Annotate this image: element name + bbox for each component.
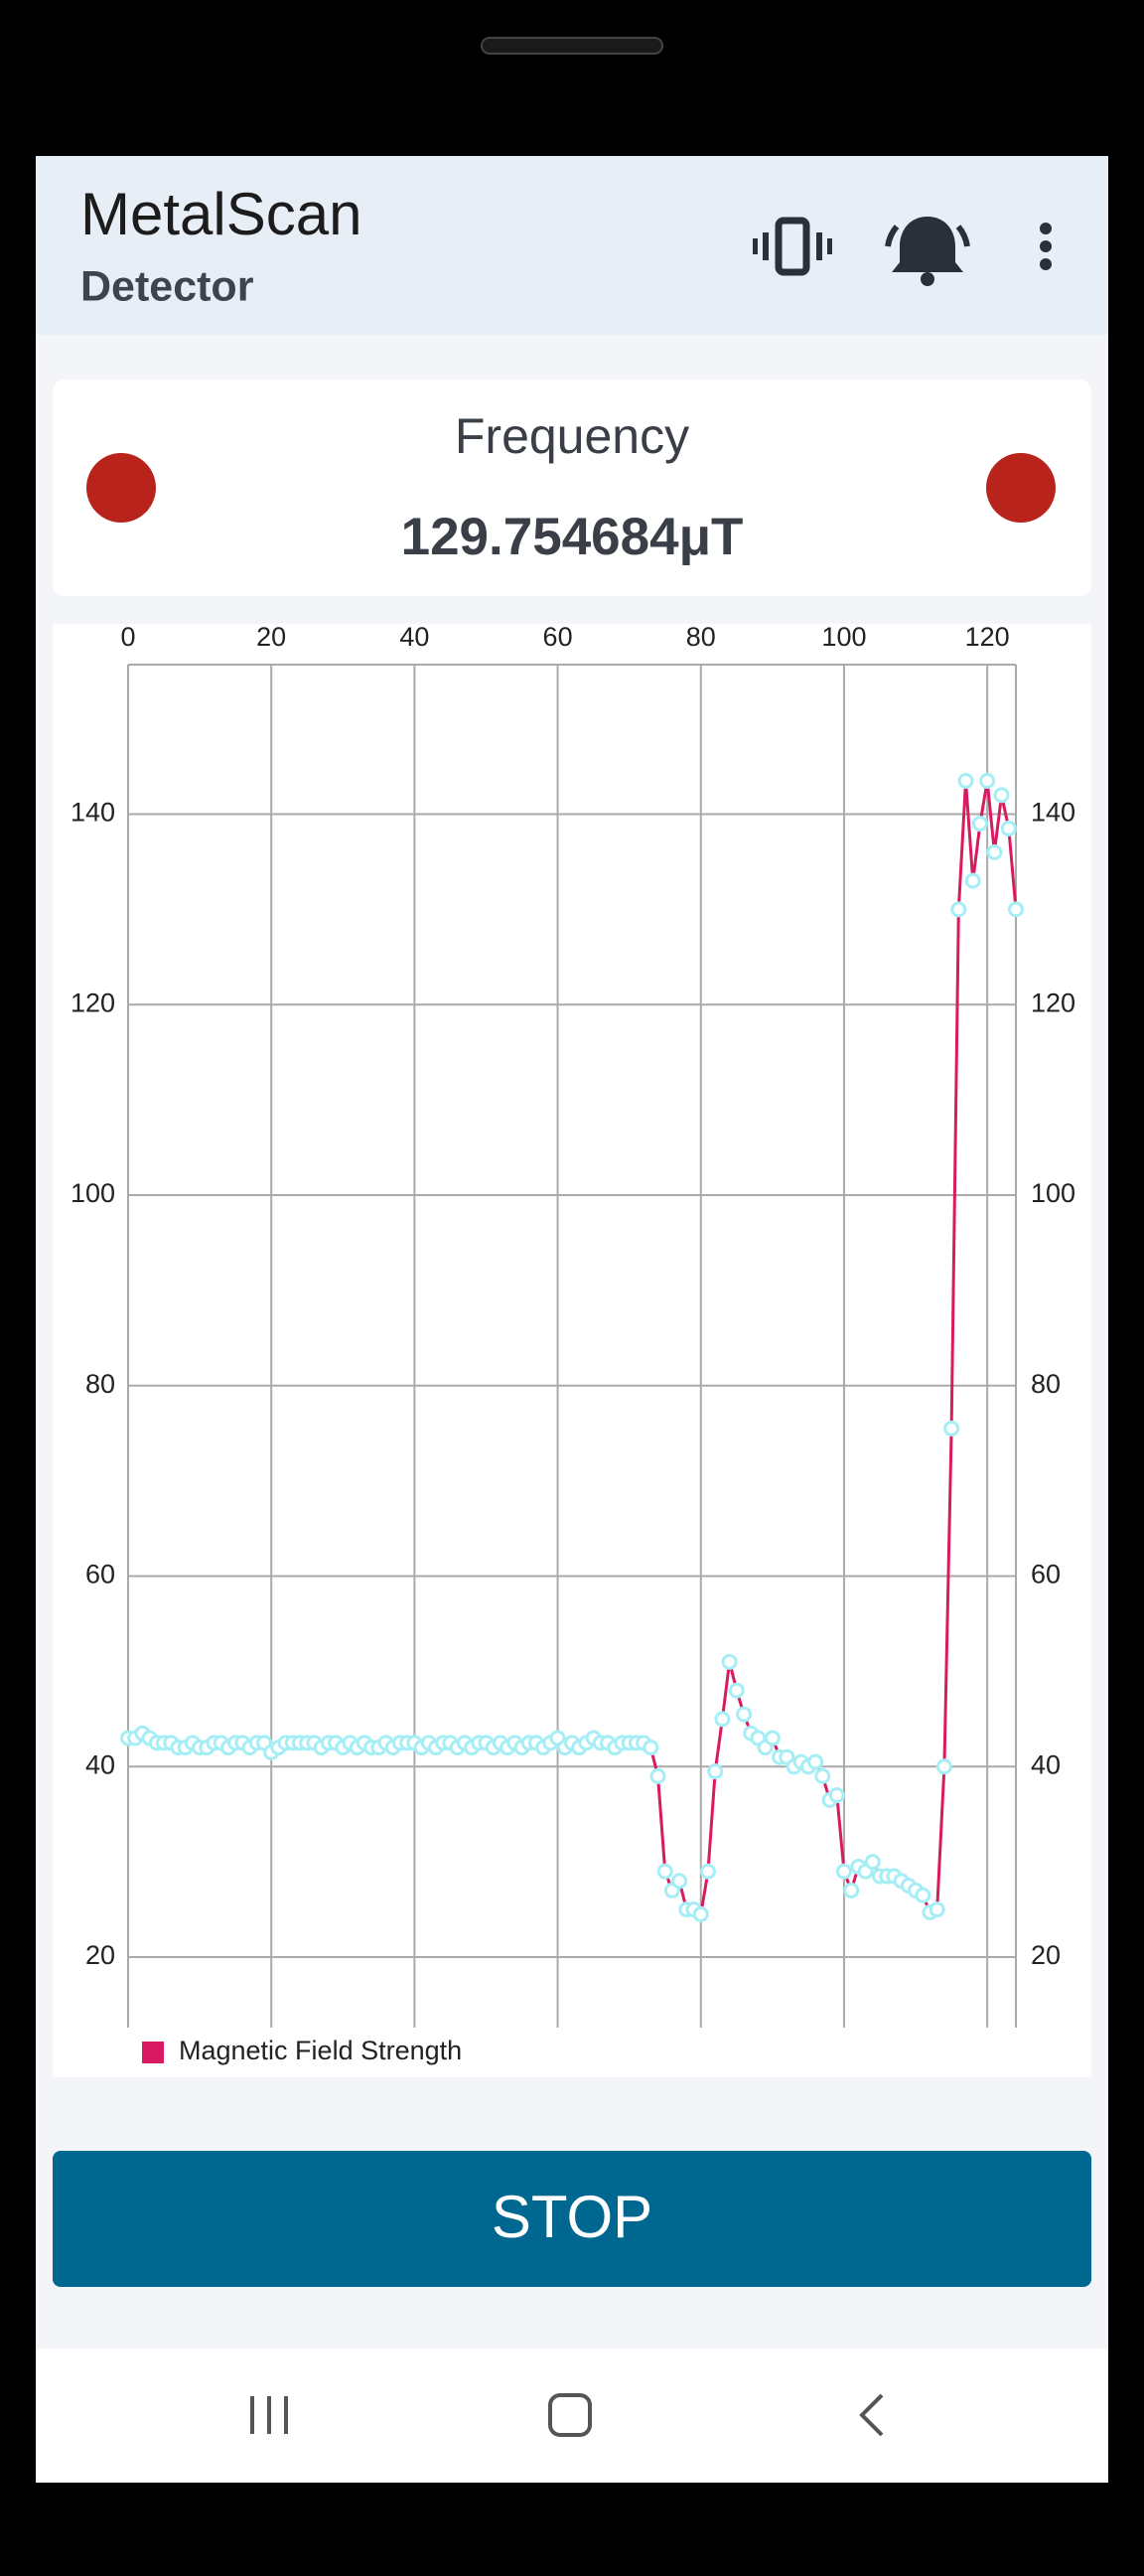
data-point xyxy=(671,1873,688,1890)
y2-tick-label: 120 xyxy=(1031,987,1075,1017)
y-tick-label: 20 xyxy=(85,1940,115,1970)
data-point xyxy=(656,1863,673,1880)
app-subtitle: Detector xyxy=(80,262,254,310)
data-point xyxy=(1008,901,1024,918)
data-point xyxy=(736,1706,753,1723)
y-tick-label: 140 xyxy=(71,798,115,828)
data-point xyxy=(728,1682,745,1699)
x-tick-label: 40 xyxy=(399,622,429,652)
data-point xyxy=(993,787,1010,804)
x-tick-label: 0 xyxy=(120,622,135,652)
data-point xyxy=(915,1887,931,1903)
data-point xyxy=(979,772,996,789)
card-label: Frequency xyxy=(455,408,689,464)
data-point xyxy=(764,1730,781,1746)
data-point xyxy=(971,816,988,833)
frequency-card xyxy=(53,379,1091,596)
y-tick-label: 120 xyxy=(71,987,115,1017)
indicator-left xyxy=(86,453,156,523)
chart-card-lower xyxy=(53,1084,1091,2077)
more-menu[interactable] xyxy=(1040,223,1052,270)
app-title: MetalScan xyxy=(80,181,361,247)
y2-tick-label: 140 xyxy=(1031,798,1075,828)
y-tick-label: 100 xyxy=(71,1178,115,1208)
x-tick-label: 120 xyxy=(965,622,1010,652)
data-point xyxy=(692,1905,709,1922)
y2-tick-label: 60 xyxy=(1031,1560,1061,1590)
y2-tick-label: 20 xyxy=(1031,1940,1061,1970)
data-point xyxy=(935,1758,952,1775)
speaker xyxy=(481,37,663,55)
data-point xyxy=(929,1901,945,1918)
data-point xyxy=(964,872,981,889)
legend-label: Magnetic Field Strength xyxy=(179,2036,462,2065)
data-point xyxy=(721,1653,738,1670)
stop-button-label[interactable]: STOP xyxy=(492,2184,652,2250)
data-point xyxy=(707,1763,724,1780)
data-point xyxy=(643,1740,659,1756)
chart: 0 20 40 60 80 100 120 20 20 40 40 60 60 80 80 100 100 120… xyxy=(71,622,1075,2065)
y-tick-label: 80 xyxy=(85,1369,115,1399)
home-button[interactable] xyxy=(548,2393,592,2437)
data-point xyxy=(814,1767,831,1784)
data-point xyxy=(699,1863,716,1880)
y2-tick-label: 40 xyxy=(1031,1749,1061,1779)
data-point xyxy=(843,1882,860,1898)
x-tick-label: 80 xyxy=(686,622,716,652)
vibrate-icon[interactable] xyxy=(753,217,832,276)
data-point xyxy=(986,843,1003,860)
back-button[interactable] xyxy=(859,2393,884,2437)
data-point xyxy=(957,772,974,789)
x-tick-label: 20 xyxy=(256,622,286,652)
recents-button[interactable] xyxy=(250,2396,288,2434)
y2-tick-label: 100 xyxy=(1031,1178,1075,1208)
alarm-icon[interactable] xyxy=(885,217,970,286)
data-point xyxy=(714,1711,731,1728)
data-point xyxy=(864,1854,881,1871)
y-tick-label: 60 xyxy=(85,1560,115,1590)
data-point xyxy=(649,1767,666,1784)
data-point xyxy=(1000,820,1017,836)
chart-card xyxy=(53,624,1091,1084)
legend-swatch xyxy=(142,2042,164,2063)
data-point xyxy=(828,1787,845,1804)
x-tick-label: 100 xyxy=(821,622,866,652)
y-tick-label: 40 xyxy=(85,1749,115,1779)
y2-tick-label: 80 xyxy=(1031,1369,1061,1399)
nav-bar xyxy=(36,2349,1108,2483)
indicator-right xyxy=(986,453,1056,523)
data-point xyxy=(835,1863,852,1880)
x-tick-label: 60 xyxy=(543,622,573,652)
card-value: 129.754684μT xyxy=(401,508,744,566)
data-point xyxy=(950,901,967,918)
data-point xyxy=(807,1753,824,1770)
stop-button[interactable] xyxy=(53,2151,1091,2287)
data-point xyxy=(943,1420,960,1437)
